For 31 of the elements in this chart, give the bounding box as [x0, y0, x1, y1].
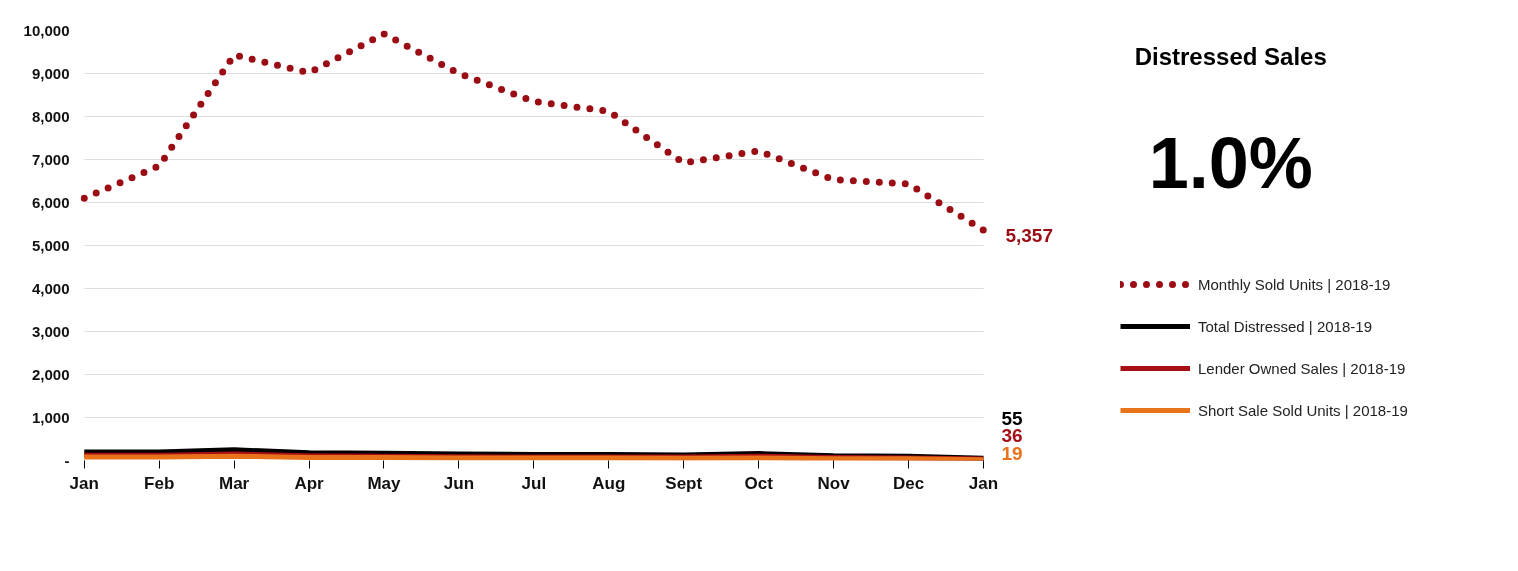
x-tick-label: Nov [817, 473, 851, 493]
data-label: 5,357 [1005, 224, 1053, 246]
y-tick-label: 4,000 [31, 279, 70, 297]
x-tick-label: Aug [592, 473, 626, 493]
y-tick-label: 3,000 [31, 322, 70, 340]
y-tick-label: 10,000 [23, 21, 70, 39]
x-tick-label: Jun [443, 473, 475, 493]
x-tick-label: Oct [744, 473, 774, 493]
x-tick-label: Dec [892, 473, 925, 493]
y-tick-label: 7,000 [31, 150, 70, 168]
y-tick-label: 9,000 [31, 64, 70, 82]
y-tick-label: 1,000 [31, 408, 70, 426]
y-tick-label: - [64, 451, 70, 469]
legend-label: Total Distressed | 2018-19 [1198, 317, 1372, 335]
y-tick-label: 8,000 [31, 107, 70, 125]
x-tick-label: Sept [665, 473, 703, 493]
legend-label: Monthly Sold Units | 2018-19 [1198, 275, 1391, 293]
x-tick-label: Feb [144, 473, 175, 493]
legend-label: Short Sale Sold Units | 2018-19 [1198, 401, 1408, 419]
x-tick-label: May [367, 473, 402, 493]
x-tick-label: Mar [219, 473, 250, 493]
x-tick-label: Jan [69, 473, 99, 493]
x-tick-label: Apr [294, 473, 325, 493]
y-tick-label: 6,000 [31, 193, 70, 211]
text: 1.0% [1148, 122, 1313, 203]
y-tick-label: 5,000 [31, 236, 70, 254]
x-tick-label: Jul [521, 473, 547, 493]
legend-label: Lender Owned Sales | 2018-19 [1198, 359, 1406, 377]
text: Distressed Sales [1134, 43, 1327, 71]
y-tick-label: 2,000 [31, 365, 70, 383]
x-tick-label: Jan [968, 473, 999, 493]
